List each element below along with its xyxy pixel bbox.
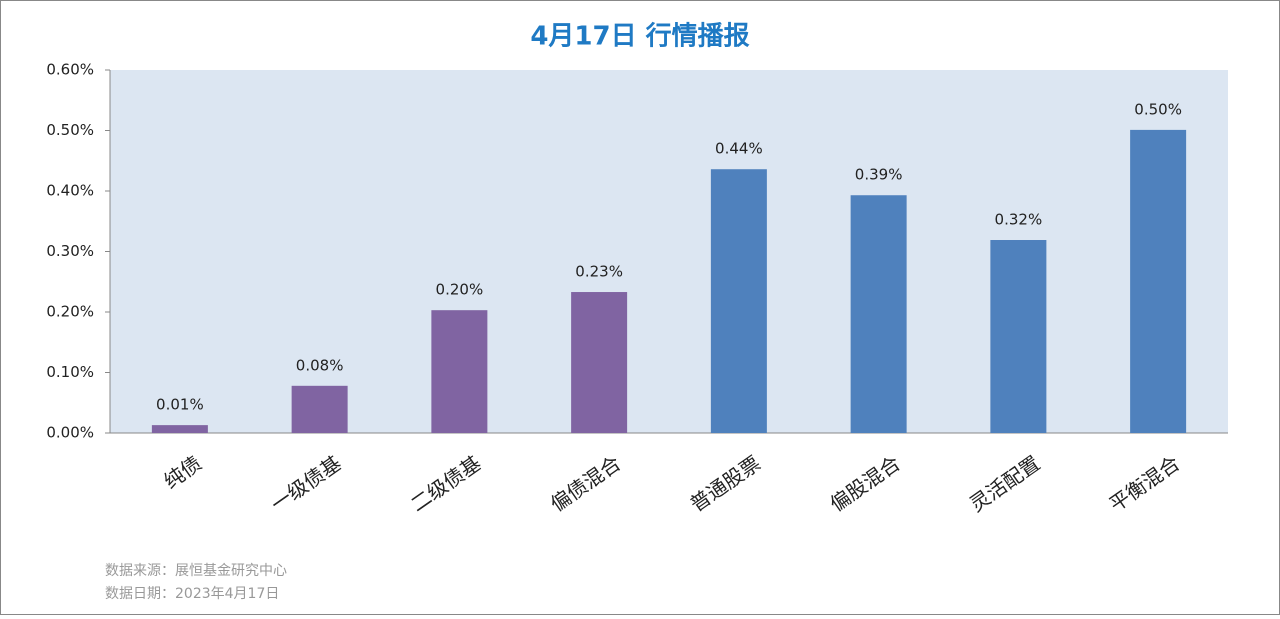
bar — [710, 169, 767, 433]
bar — [431, 310, 488, 433]
y-tick-label: 0.30% — [46, 242, 94, 260]
chart-title: 4月17日 行情播报 — [530, 21, 749, 52]
value-label: 0.39% — [855, 166, 903, 184]
date-note: 数据日期：2023年4月17日 — [105, 586, 279, 602]
y-tick-label: 0.60% — [46, 61, 94, 79]
bar — [850, 195, 907, 433]
value-label: 0.20% — [436, 281, 484, 299]
value-label: 0.23% — [575, 263, 623, 281]
y-tick-label: 0.50% — [46, 121, 94, 139]
value-label: 0.01% — [156, 396, 204, 414]
y-tick-label: 0.20% — [46, 303, 94, 321]
bar — [151, 425, 208, 433]
y-tick-label: 0.40% — [46, 182, 94, 200]
bar — [571, 292, 628, 433]
bar — [291, 385, 348, 433]
value-label: 0.08% — [296, 356, 344, 374]
bar — [990, 240, 1047, 433]
y-tick-label: 0.00% — [46, 424, 94, 442]
source-note: 数据来源：展恒基金研究中心 — [105, 562, 287, 579]
value-label: 0.32% — [995, 211, 1043, 229]
y-tick-label: 0.10% — [46, 363, 94, 381]
value-label: 0.50% — [1134, 100, 1182, 118]
value-label: 0.44% — [715, 140, 763, 158]
plot-area — [110, 70, 1228, 433]
bar — [1130, 129, 1187, 433]
